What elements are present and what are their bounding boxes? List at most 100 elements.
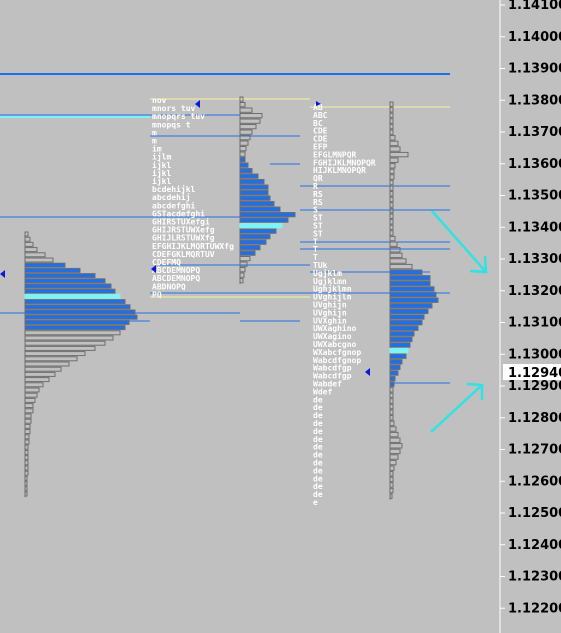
tpo-letter-row: abcdefghi (152, 200, 196, 210)
tpo-letter-row: mnors tuv (152, 104, 196, 113)
profile-bar (239, 212, 296, 218)
tpo-letter-row: de (313, 451, 323, 460)
profile-bar (389, 319, 423, 326)
price-tick-label: 1.13700 (508, 125, 561, 140)
profile-bar (24, 460, 29, 466)
tpo-letter-row: PQ (152, 290, 162, 299)
price-tick-label: 1.13300 (508, 252, 561, 267)
price-tick-label: 1.14000 (508, 30, 561, 45)
profile-bar (389, 342, 411, 348)
tpo-letter-row: de (313, 474, 323, 483)
profile-bar (24, 449, 29, 455)
tpo-letter-row: Wabcdfgnop (313, 356, 361, 365)
tpo-letter-row: de (313, 411, 323, 420)
profile-bar (389, 381, 395, 387)
profile-bar (389, 454, 399, 460)
price-tick-label: 1.13100 (508, 316, 561, 331)
price-tick-label: 1.13500 (508, 189, 561, 204)
profile-bar (389, 196, 394, 203)
tpo-letter-row: EFGLMNPQR (313, 150, 357, 159)
tpo-letter-row: UWXabcgno (313, 340, 357, 349)
profile-bar (389, 303, 433, 309)
profile-bar (239, 168, 253, 174)
profile-bar (389, 247, 401, 253)
profile-bar (389, 230, 394, 236)
profile-bar (24, 392, 38, 398)
profile-bar (239, 146, 247, 152)
profile-bar (24, 418, 32, 424)
price-tick-label: 1.13600 (508, 157, 561, 172)
profile-bar (389, 101, 394, 107)
tpo-letter-row: UVghijn (313, 300, 347, 310)
tpo-letter-row: WXabcfgnop (313, 348, 361, 357)
profile-bar (389, 370, 399, 376)
profile-bar (389, 476, 394, 483)
profile-bar (389, 202, 394, 208)
profile-bar (389, 129, 394, 135)
tpo-letter-row: abcdehij (152, 192, 191, 202)
tpo-letter-row: Ugjklm (313, 268, 342, 278)
poc-bar (389, 347, 409, 354)
tpo-letter-row: UWXagino (313, 331, 352, 341)
tpo-letter-row: EFP (313, 143, 328, 152)
profile-bar (389, 146, 401, 152)
profile-2 (239, 96, 296, 284)
tpo-letter-row: de (313, 395, 323, 404)
profile-bar (239, 173, 259, 179)
tpo-letter-row: T (313, 253, 318, 262)
profile-bar (389, 364, 401, 371)
tpo-letter-row: ST (313, 214, 323, 223)
tpo-letter-row: ijkl (152, 176, 171, 186)
profile-bar (239, 140, 249, 146)
price-tick-label: 1.14100 (508, 0, 561, 13)
profile-bar (24, 335, 114, 341)
tpo-letter-row: de (313, 427, 323, 436)
profile-bar (24, 377, 50, 383)
tpo-letter-row: HIJKLMNOPQR (313, 166, 366, 175)
profile-bar (24, 408, 34, 414)
profile-bar (239, 124, 257, 130)
tpo-letter-row: de (313, 459, 323, 468)
profile-bar (389, 487, 394, 494)
profile-bar (24, 423, 31, 429)
tpo-letter-row: UVXghin (313, 315, 347, 325)
profile-bar (24, 309, 136, 315)
profile-bar (389, 443, 403, 449)
level-lines (0, 73, 450, 384)
profile-bar (239, 261, 248, 267)
poc-bar (239, 223, 283, 229)
profile-bar (239, 272, 245, 278)
profile-bar (239, 206, 281, 212)
profile-bar (389, 465, 395, 471)
marker-triangle-icon (0, 270, 5, 278)
tpo-letter-row: ABCDEMNOPQ (152, 274, 200, 283)
price-tick-label: 1.12200 (508, 601, 561, 616)
tpo-letter-row: UVghijn (313, 307, 347, 317)
profile-bar (24, 283, 112, 289)
profile-bar (389, 314, 425, 320)
tpo-letter-row: mnopqrs tuv (152, 112, 205, 121)
tpo-letter-row: GHIJLRSTUWXfg (152, 234, 215, 243)
price-axis[interactable]: 1.14100 1.14000 1.13900 1.13800 1.13700 1.136… (500, 0, 561, 616)
tpo-letter-row: ABC (313, 111, 328, 120)
profile-bar (24, 236, 31, 242)
tpo-letter-row: Ughjklmn (313, 284, 352, 294)
profile-bar (239, 195, 271, 201)
profile-bar (389, 297, 439, 303)
tpo-letter-row: ST (313, 229, 323, 238)
profile-bar (389, 258, 407, 264)
profile-bar (24, 314, 138, 320)
profile-bar (239, 113, 263, 119)
profile-bar (389, 415, 394, 421)
profile-bar (389, 185, 394, 191)
profile-bar (389, 168, 395, 175)
profile-bar (239, 107, 253, 113)
profile-bar (24, 475, 28, 481)
profile-bar (239, 256, 251, 262)
tpo-letter-row: QR (313, 174, 323, 183)
current-price-box (503, 364, 561, 380)
profile-bar (239, 217, 289, 223)
tpo-letter-row: ABCDEMNOPQ (152, 266, 200, 275)
